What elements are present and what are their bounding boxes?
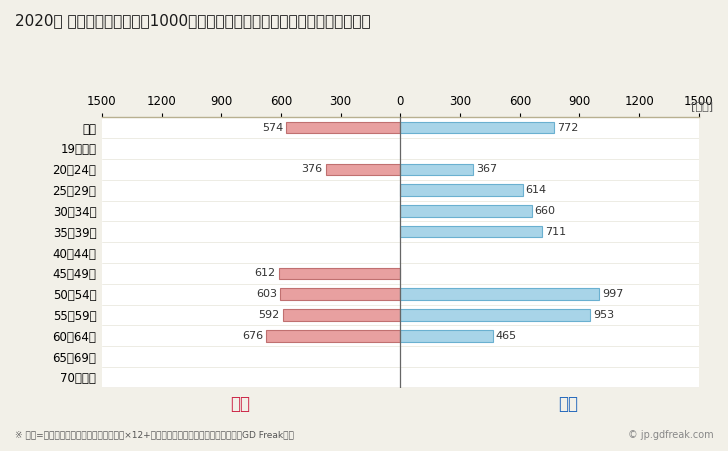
- Bar: [279, 267, 400, 279]
- Text: 614: 614: [526, 185, 547, 195]
- Bar: [400, 184, 523, 196]
- Bar: [400, 309, 590, 321]
- Bar: [400, 205, 531, 216]
- Text: 676: 676: [242, 331, 263, 341]
- Bar: [400, 226, 542, 238]
- Text: [万円]: [万円]: [692, 101, 713, 111]
- Text: ※ 年収=「きまって支給する現金給与額」×12+「年間賞与その他特別給与額」としてGD Freak推計: ※ 年収=「きまって支給する現金給与額」×12+「年間賞与その他特別給与額」とし…: [15, 431, 293, 440]
- Text: 465: 465: [496, 331, 517, 341]
- Bar: [282, 309, 400, 321]
- Text: 997: 997: [602, 289, 623, 299]
- Text: 367: 367: [476, 164, 497, 174]
- Text: 612: 612: [255, 268, 276, 278]
- Text: © jp.gdfreak.com: © jp.gdfreak.com: [628, 430, 713, 440]
- Text: 2020年 民間企業（従業者数1000人以上）フルタイム労働者の男女別平均年収: 2020年 民間企業（従業者数1000人以上）フルタイム労働者の男女別平均年収: [15, 14, 370, 28]
- Text: 574: 574: [262, 123, 283, 133]
- Bar: [325, 164, 400, 175]
- Bar: [286, 122, 400, 133]
- Bar: [400, 330, 493, 341]
- Bar: [266, 330, 400, 341]
- Text: 772: 772: [557, 123, 578, 133]
- Text: 女性: 女性: [230, 395, 250, 413]
- Bar: [400, 122, 554, 133]
- Text: 660: 660: [534, 206, 555, 216]
- Text: 711: 711: [545, 227, 566, 237]
- Bar: [400, 164, 473, 175]
- Text: 592: 592: [258, 310, 280, 320]
- Text: 376: 376: [301, 164, 323, 174]
- Bar: [400, 289, 599, 300]
- Text: 男性: 男性: [558, 395, 578, 413]
- Text: 953: 953: [593, 310, 614, 320]
- Text: 603: 603: [256, 289, 277, 299]
- Bar: [280, 289, 400, 300]
